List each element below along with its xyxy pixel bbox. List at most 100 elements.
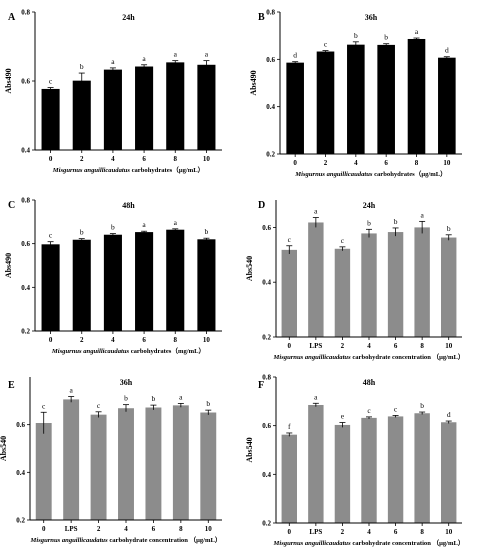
x-axis-label-species: Misgurnus anguillicaudatus <box>51 348 130 355</box>
x-tick-label: 6 <box>384 159 388 167</box>
x-tick-label: 4 <box>354 159 358 167</box>
chart-panel-b: Bd 0 c 2 b 4 b 6 a 8 d 10 0.2 0.4 0.6 0.8 36h Abs490 Misgu… <box>249 9 462 178</box>
bar <box>361 233 377 337</box>
y-tick-label: 0.2 <box>16 517 25 525</box>
significance-letter: c <box>49 77 53 86</box>
significance-letter: b <box>80 62 84 71</box>
panel-letter: C <box>8 200 15 211</box>
bar <box>316 51 335 155</box>
bar <box>72 80 91 150</box>
bar <box>197 239 216 331</box>
x-tick-label: 6 <box>152 525 156 533</box>
x-tick-label: 0 <box>288 528 292 536</box>
x-axis-label-species: Misgurnus anguillicaudatus <box>273 354 352 361</box>
y-tick-label: 0.6 <box>16 421 25 429</box>
y-tick-label: 0.4 <box>266 103 275 111</box>
panel-letter: D <box>258 200 265 211</box>
x-tick-label: 2 <box>341 528 345 536</box>
x-tick-label: 0 <box>42 525 46 533</box>
x-tick-label: 8 <box>420 342 424 350</box>
significance-letter: f <box>288 422 291 431</box>
bar <box>334 424 351 523</box>
panel-letter: F <box>258 380 264 391</box>
y-axis-label: Abs490 <box>4 253 13 278</box>
significance-letter: c <box>324 40 328 49</box>
y-axis-label: Abs540 <box>0 436 8 461</box>
significance-letter: d <box>293 51 297 60</box>
bar <box>441 422 457 523</box>
significance-letter: c <box>367 406 371 415</box>
significance-letter: a <box>314 392 318 401</box>
bar <box>166 229 185 331</box>
x-axis-label: Misgurnus anguillicaudatus carbohydrate … <box>273 539 465 547</box>
significance-letter: a <box>179 392 183 401</box>
chart-title: 36h <box>365 13 378 22</box>
x-axis-label-species: Misgurnus anguillicaudatus <box>273 540 352 547</box>
x-tick-label: 4 <box>111 336 115 344</box>
bar <box>387 232 404 337</box>
bar <box>166 62 185 151</box>
significance-letter: b <box>394 217 398 226</box>
y-tick-label: 0.8 <box>262 374 271 382</box>
y-axis-label: Abs490 <box>4 68 13 93</box>
y-tick-label: 0.8 <box>266 9 275 17</box>
y-tick-label: 0.2 <box>262 334 271 342</box>
x-tick-label: 2 <box>80 336 84 344</box>
significance-letter: b <box>384 33 388 42</box>
bar <box>41 88 60 150</box>
x-axis-label: Misgurnus anguillicaudatus carbohydrates… <box>52 166 204 174</box>
x-axis-label-unit: carbohydrates（μg/mL） <box>130 166 204 174</box>
significance-letter: a <box>142 220 146 229</box>
chart-panel-d: Dc 0 a LPS c 2 b 4 b 6 a 8 b 10 0.2 0.4 0.6 24h Abs540 Misg… <box>245 200 464 361</box>
bar <box>103 234 122 331</box>
x-axis-label: Misgurnus anguillicaudatus carbohydrate … <box>273 353 465 361</box>
x-tick-label: 8 <box>174 336 178 344</box>
bar <box>414 413 430 523</box>
significance-letter: e <box>341 412 345 421</box>
significance-letter: a <box>142 54 146 63</box>
significance-letter: d <box>447 410 451 419</box>
y-tick-label: 0.6 <box>262 224 271 232</box>
y-tick-label: 0.4 <box>16 469 25 477</box>
x-axis-label-unit: carbohydrate concentration （μg/mL） <box>351 539 465 547</box>
y-tick-label: 0.8 <box>21 197 30 205</box>
x-axis-label: Misgurnus anguillicaudatus carbohydrate … <box>30 536 222 544</box>
significance-letter: a <box>415 27 419 36</box>
significance-letter: b <box>367 218 371 227</box>
x-tick-label: 6 <box>142 336 146 344</box>
significance-letter: b <box>420 401 424 410</box>
x-tick-label: 10 <box>443 159 451 167</box>
x-tick-label: 8 <box>415 159 419 167</box>
significance-letter: b <box>152 394 156 403</box>
x-tick-label: 4 <box>111 155 115 163</box>
chart-panel-f: Ff 0 a LPS e 2 c 4 c 6 b 8 d 10 0.2 0.4 0.6 0.8 48h Abs540 M… <box>245 374 464 548</box>
x-tick-label: 10 <box>205 525 213 533</box>
x-tick-label: 4 <box>367 528 371 536</box>
bar <box>200 412 217 520</box>
chart-title: 36h <box>120 378 133 387</box>
significance-letter: c <box>42 401 46 410</box>
chart-panel-c: Cc 0 b 2 b 4 a 6 a 8 b 10 0.2 0.4 0.6 0.8 48h Abs490 Misgu… <box>4 197 222 355</box>
x-tick-label: 2 <box>80 155 84 163</box>
x-tick-label: 0 <box>288 342 292 350</box>
significance-letter: a <box>174 218 178 227</box>
bar <box>103 69 122 150</box>
x-axis-label-species: Misgurnus anguillicaudatus <box>30 537 109 544</box>
bar <box>407 38 426 155</box>
bar <box>135 66 154 150</box>
x-tick-label: LPS <box>309 342 322 350</box>
y-tick-label: 0.2 <box>21 328 30 336</box>
y-tick-label: 0.4 <box>262 471 271 479</box>
bar <box>361 417 377 523</box>
significance-letter: a <box>174 50 178 59</box>
significance-letter: b <box>205 227 209 236</box>
x-axis-label: Misgurnus anguillicaudatus carbohydrates… <box>294 170 446 178</box>
bar <box>281 249 297 337</box>
significance-letter: d <box>445 46 449 55</box>
x-axis-label-unit: carbohydrates（mg/mL） <box>129 347 205 355</box>
bar <box>145 407 162 520</box>
bar <box>35 422 52 520</box>
bar <box>286 62 304 154</box>
y-tick-label: 0.2 <box>262 520 271 528</box>
